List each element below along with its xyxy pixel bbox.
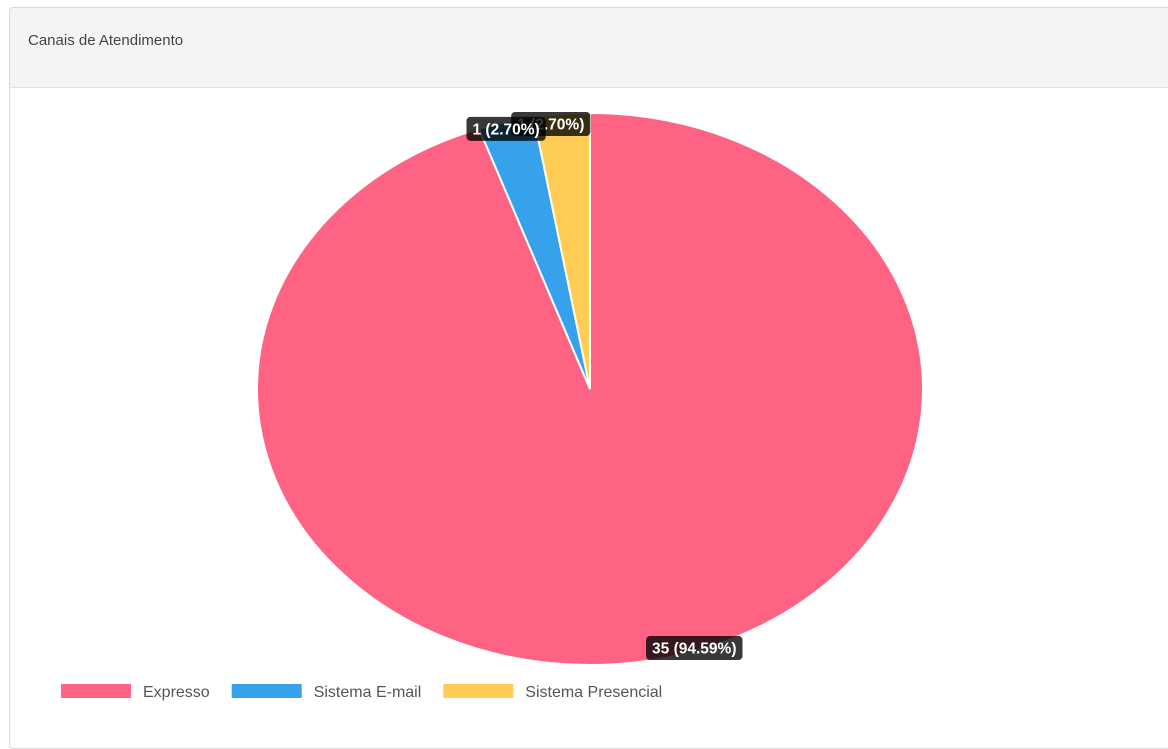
legend-item-expresso[interactable]: Expresso <box>61 684 210 701</box>
panel-header: Canais de Atendimento <box>10 8 1168 88</box>
pie-data-labels: 1 (2.70%)1 (2.70%)35 (94.59%) <box>466 111 743 661</box>
chart-legend[interactable]: Expresso Sistema E-mail Sistema Presencial <box>61 684 662 701</box>
legend-swatch <box>443 684 514 698</box>
legend-swatch <box>61 684 131 698</box>
data-label-bg-2 <box>466 116 546 141</box>
data-label-2: 1 (2.70%) <box>472 121 539 138</box>
legend-label: Sistema Presencial <box>525 684 662 701</box>
legend-swatch <box>231 684 302 698</box>
legend-label: Expresso <box>143 684 210 701</box>
data-label-1: 35 (94.59%) <box>652 641 736 658</box>
panel-title: Canais de Atendimento <box>28 32 184 49</box>
legend-label: Sistema E-mail <box>314 684 422 701</box>
data-label-bg-1 <box>646 636 743 661</box>
pie-slices <box>256 111 924 666</box>
legend-item-sistema-presencial[interactable]: Sistema Presencial <box>443 684 662 701</box>
legend-item-sistema-e-mail[interactable]: Sistema E-mail <box>231 684 422 701</box>
